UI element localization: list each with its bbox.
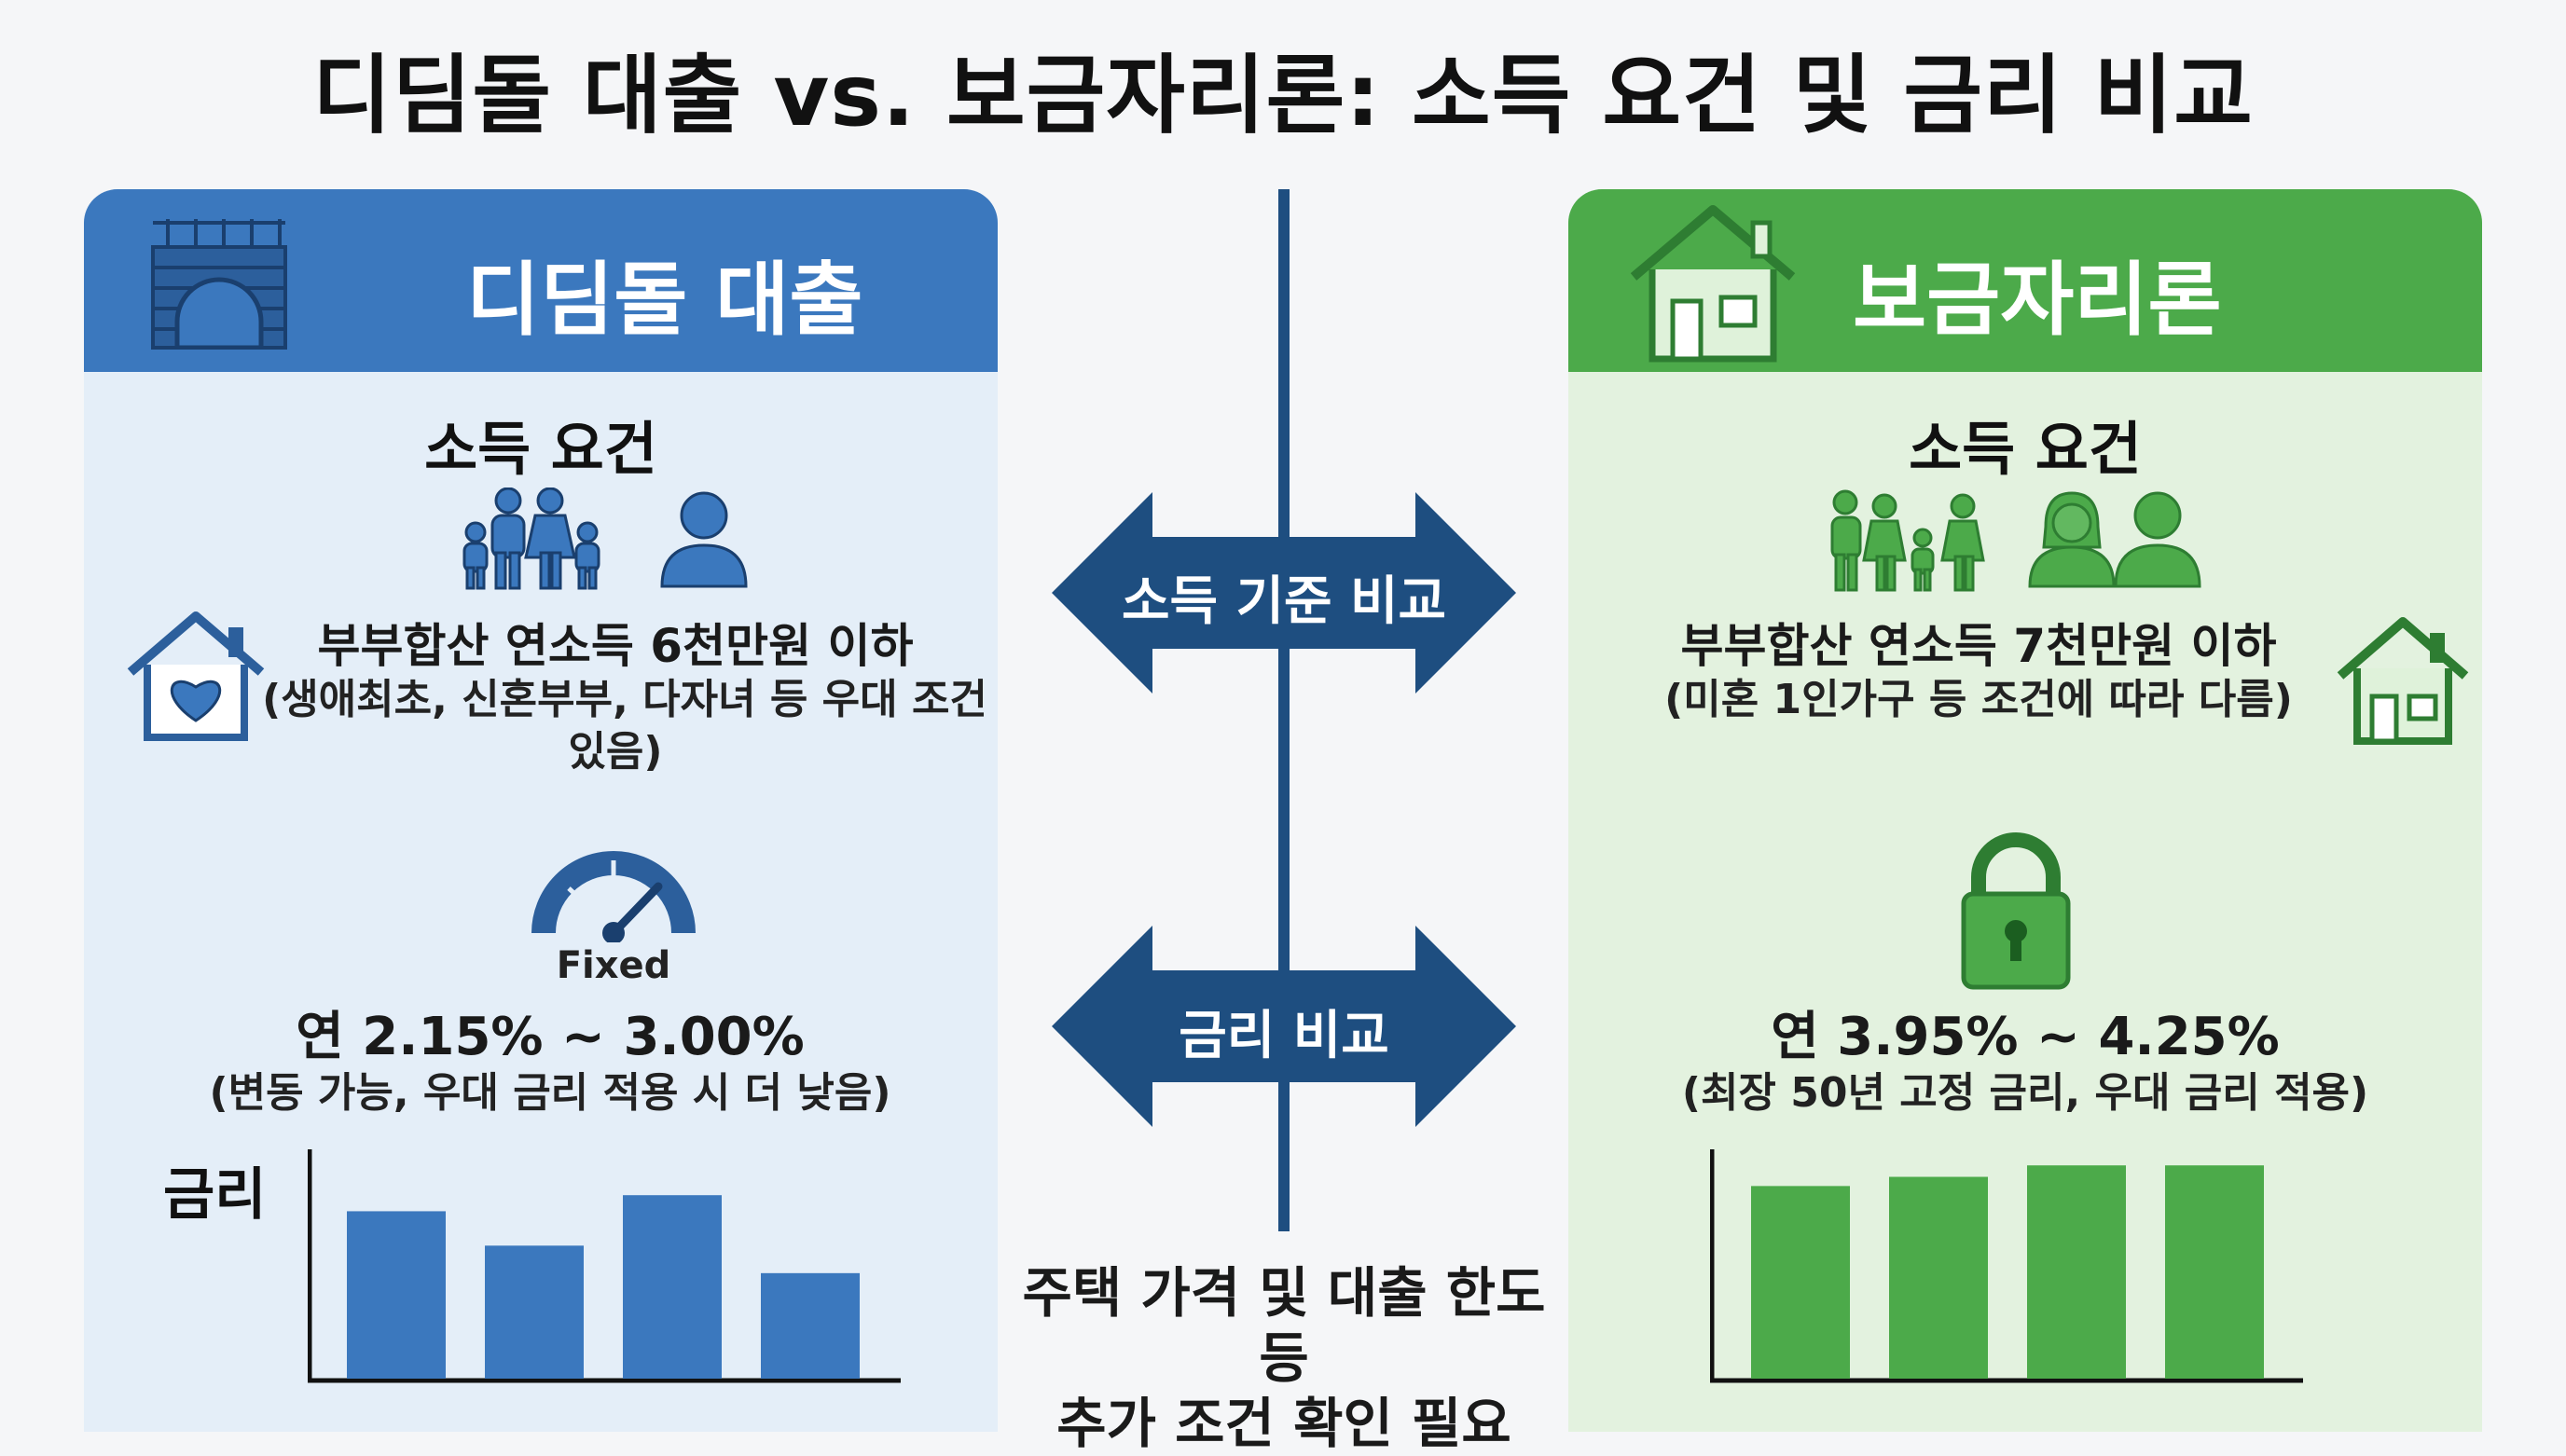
right-bar-chart xyxy=(1710,1149,2303,1383)
footer-note: 주택 가격 및 대출 한도 등 추가 조건 확인 필요 xyxy=(988,1260,1580,1456)
person-icon xyxy=(2114,491,2201,588)
chart-bar xyxy=(2165,1165,2264,1379)
chart-bar xyxy=(2027,1165,2126,1379)
right-income-title: 소득 요건 xyxy=(1909,415,2142,483)
chart-bar xyxy=(623,1195,722,1379)
page-title: 디딤돌 대출 vs. 보금자리론: 소득 요건 및 금리 비교 xyxy=(312,46,2254,145)
right-rate-sub: (최장 50년 고정 금리, 우대 금리 적용) xyxy=(1681,1069,2369,1117)
right-income-sub: (미혼 1인가구 등 조건에 따라 다름) xyxy=(1664,676,2293,723)
heart-house-icon xyxy=(127,611,265,741)
rate-compare-label: 금리 비교 xyxy=(1179,1006,1389,1066)
bogeumjari-panel: 보금자리론 소득 요건 부부합산 연소득 7천만원 이하 (미혼 1인가구 등 … xyxy=(1568,189,2482,1432)
chart-bar xyxy=(1751,1186,1850,1379)
house-icon xyxy=(1630,205,1796,363)
left-rate-label: 금리 xyxy=(163,1162,267,1228)
right-income-main: 부부합산 연소득 7천만원 이하 xyxy=(1680,619,2277,673)
gauge-icon xyxy=(531,851,696,942)
bridge-icon xyxy=(151,219,287,350)
person-icon xyxy=(660,491,748,588)
chart-bar xyxy=(347,1211,446,1379)
left-income-sub-2: 있음) xyxy=(568,728,663,776)
left-income-sub-1: (생애최초, 신혼부부, 다자녀 등 우대 조건 xyxy=(262,676,987,723)
left-bar-chart xyxy=(308,1149,901,1383)
chart-bar xyxy=(485,1245,584,1379)
rate-compare-arrow xyxy=(1052,926,1516,1127)
family-icon xyxy=(1830,489,1985,592)
footer-note-line-2: 추가 조건 확인 필요 xyxy=(1056,1392,1511,1455)
right-rate-main: 연 3.95% ~ 4.25% xyxy=(1771,1007,2280,1067)
didimdol-header: 디딤돌 대출 xyxy=(84,189,998,372)
family-icon xyxy=(462,488,600,590)
didimdol-title: 디딤돌 대출 xyxy=(466,254,863,347)
lock-icon xyxy=(1961,832,2071,990)
small-house-icon xyxy=(2337,617,2469,745)
left-income-main: 부부합산 연소득 6천만원 이하 xyxy=(317,619,914,673)
left-rate-main: 연 2.15% ~ 3.00% xyxy=(296,1007,805,1067)
didimdol-panel: 디딤돌 대출 소득 요건 부부합산 연소득 6천만원 이하 (생애최초, 신혼부… xyxy=(84,189,998,1432)
bogeumjari-header: 보금자리론 xyxy=(1568,189,2482,372)
income-compare-label: 소득 기준 비교 xyxy=(1121,571,1447,632)
chart-bar xyxy=(761,1272,860,1379)
left-income-title: 소득 요건 xyxy=(424,415,657,483)
bogeumjari-title: 보금자리론 xyxy=(1853,254,2222,347)
gauge-label: Fixed xyxy=(556,944,671,987)
left-rate-sub: (변동 가능, 우대 금리 적용 시 더 낮음) xyxy=(209,1069,891,1117)
chart-bar xyxy=(1889,1176,1988,1379)
woman-icon xyxy=(2028,491,2116,588)
footer-note-line-1: 주택 가격 및 대출 한도 등 xyxy=(1022,1261,1546,1390)
income-compare-arrow xyxy=(1052,492,1516,694)
